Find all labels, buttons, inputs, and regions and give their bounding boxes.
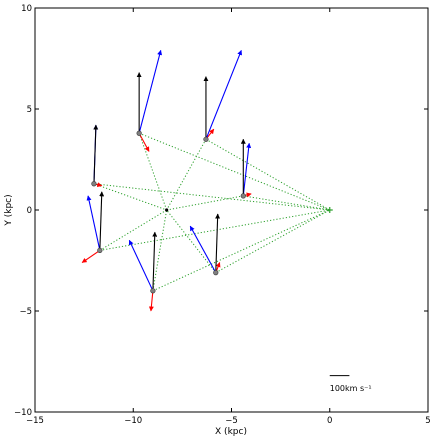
blue-arrow (86, 195, 101, 251)
sightline-to-sun (138, 132, 330, 211)
sightline-to-sun (99, 209, 330, 251)
source-point (136, 130, 142, 136)
y-tick-label: 0 (27, 206, 32, 216)
y-tick-label: −5 (19, 307, 32, 317)
x-tick-label: 5 (425, 416, 430, 426)
sightline-to-center (138, 133, 168, 211)
x-tick-label: −5 (225, 416, 238, 426)
source-point (97, 247, 103, 253)
blue-arrow (128, 239, 154, 292)
blue-arrow (242, 142, 252, 196)
scale-bar: 100km s⁻¹ (329, 375, 372, 393)
y-axis-label: Y (kpc) (4, 194, 14, 226)
red-arrow (81, 249, 101, 263)
red-arrow (148, 290, 154, 312)
y-tick-label: 5 (27, 105, 32, 115)
blue-arrow (138, 49, 163, 134)
sightline-to-center (166, 209, 217, 273)
x-tick-label: 0 (327, 416, 332, 426)
black-arrow (215, 213, 221, 273)
sightline-to-center (166, 139, 207, 211)
galactic-center-point (165, 208, 169, 212)
sightline-to-center (152, 209, 168, 291)
sightline-to-sun (152, 209, 330, 292)
plot-frame (34, 7, 429, 413)
sightline-to-sun (205, 138, 330, 211)
sightline-to-sun (93, 183, 330, 211)
sightline-to-sun (215, 209, 330, 274)
red-arrow (138, 132, 150, 152)
source-point (213, 270, 219, 276)
scale-bar-label: 100km s⁻¹ (330, 384, 372, 393)
x-axis-label: X (kpc) (215, 427, 247, 437)
black-arrow (99, 191, 105, 251)
source-point (150, 288, 156, 294)
sightline-to-center (99, 209, 167, 251)
blue-arrow (205, 49, 242, 140)
y-tick-label: −10 (14, 408, 32, 418)
black-arrow (152, 231, 158, 291)
source-point (203, 136, 209, 142)
x-tick-label: −15 (26, 416, 44, 426)
blue-arrow (189, 225, 217, 273)
black-arrow (93, 124, 99, 184)
y-tick-label: 10 (21, 4, 32, 14)
x-tick-label: −10 (124, 416, 142, 426)
sun-point (326, 207, 333, 213)
source-point (91, 181, 97, 187)
source-point (240, 193, 246, 199)
sightline-to-center (166, 195, 244, 211)
marker-layer (91, 130, 333, 294)
sightline-to-center (93, 183, 167, 211)
sightline-layer (93, 132, 330, 292)
